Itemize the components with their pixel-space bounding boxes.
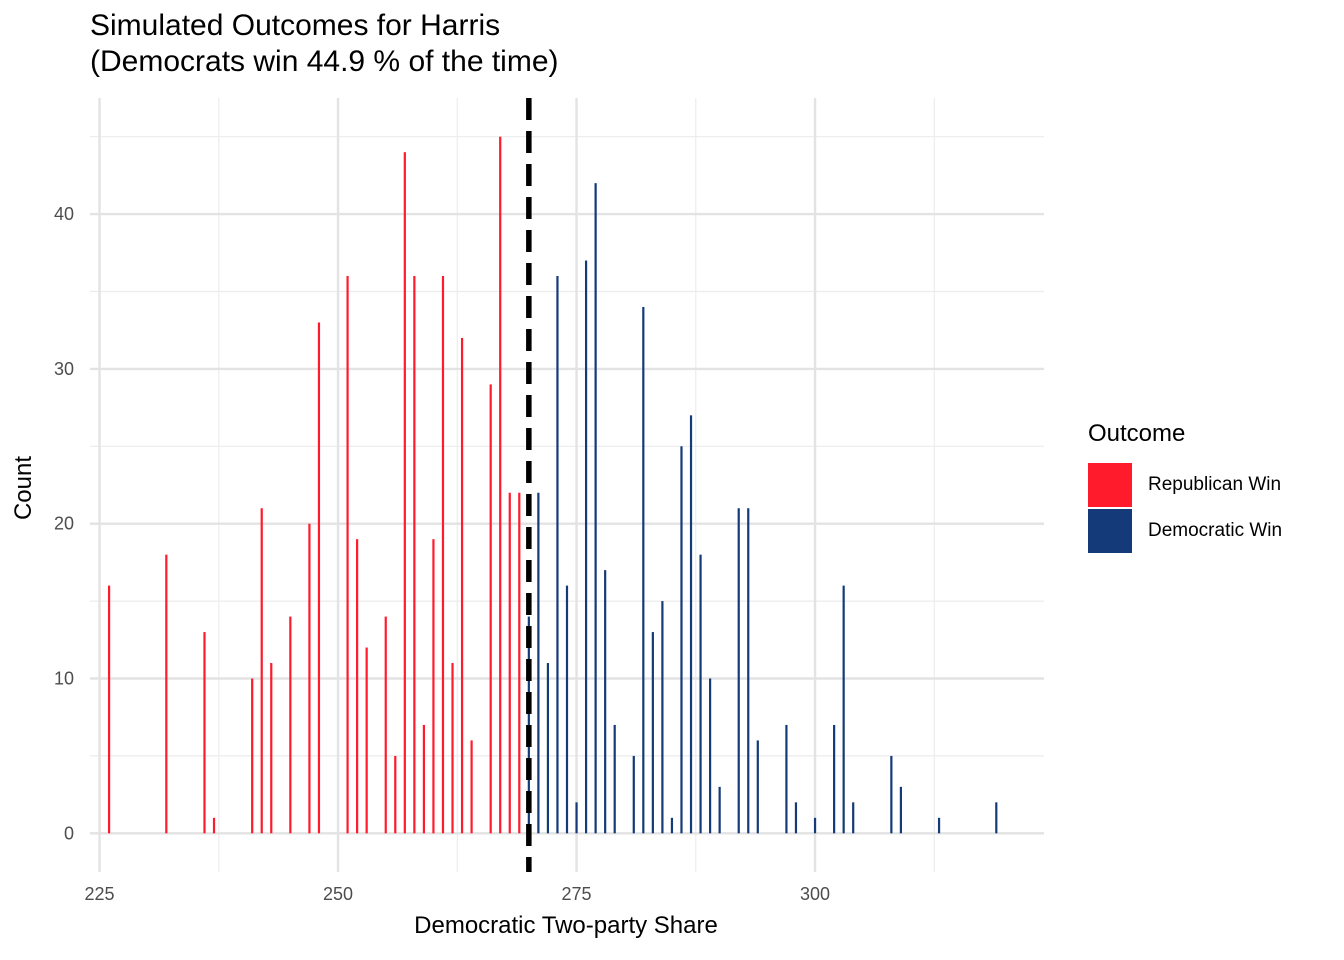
y-axis-ticks: 0 10 20 30 40 bbox=[54, 204, 74, 843]
x-axis-ticks: 225 250 275 300 bbox=[85, 884, 831, 904]
republican-bar bbox=[470, 740, 473, 834]
chart-title-block: Simulated Outcomes for Harris (Democrats… bbox=[90, 8, 559, 80]
democratic-bar bbox=[899, 786, 902, 834]
democratic-bar bbox=[613, 724, 616, 834]
democratic-bar bbox=[842, 585, 845, 834]
democratic-bar bbox=[527, 616, 530, 834]
republican-bar bbox=[413, 276, 416, 834]
republican-bar bbox=[107, 585, 111, 834]
republican-bar bbox=[270, 663, 273, 834]
democratic-bar bbox=[537, 492, 540, 834]
republican-bar bbox=[489, 384, 492, 834]
democratic-bar bbox=[594, 183, 597, 834]
democratic-bar bbox=[604, 570, 607, 834]
y-axis-label: Count bbox=[10, 455, 37, 521]
democratic-bar bbox=[642, 306, 645, 834]
republican-bar bbox=[451, 663, 454, 834]
republican-bar bbox=[518, 492, 521, 834]
democratic-bar bbox=[699, 554, 702, 834]
republican-bar bbox=[508, 492, 511, 834]
legend-label-republican: Republican Win bbox=[1148, 474, 1282, 495]
x-tick-label: 250 bbox=[323, 884, 353, 904]
republican-bar bbox=[441, 276, 445, 834]
democratic-bar bbox=[833, 724, 836, 834]
democratic-bar bbox=[785, 724, 788, 834]
y-tick-label: 10 bbox=[54, 669, 74, 689]
republican-bar bbox=[260, 508, 263, 834]
democratic-bar bbox=[747, 508, 750, 834]
democratic-bar bbox=[680, 446, 683, 834]
democratic-bar bbox=[852, 802, 855, 834]
democratic-bar bbox=[661, 601, 664, 834]
democratic-bar bbox=[632, 755, 635, 834]
republican-bar bbox=[203, 632, 206, 834]
democratic-bar bbox=[718, 786, 721, 834]
x-tick-label: 225 bbox=[85, 884, 115, 904]
y-tick-label: 40 bbox=[54, 204, 74, 224]
republican-bar bbox=[403, 152, 406, 834]
democratic-bar bbox=[737, 508, 740, 834]
republican-bar bbox=[422, 724, 425, 834]
democratic-bar bbox=[546, 663, 550, 834]
democratic-bar bbox=[937, 817, 941, 834]
democratic-bar bbox=[890, 755, 893, 834]
republican-bar bbox=[308, 523, 311, 834]
democratic-bar bbox=[556, 276, 559, 834]
democratic-bar bbox=[575, 802, 578, 834]
legend-label-democratic: Democratic Win bbox=[1148, 520, 1283, 541]
x-axis-label: Democratic Two-party Share bbox=[414, 912, 718, 939]
republican-bar bbox=[346, 276, 349, 834]
legend-swatch-democratic bbox=[1088, 509, 1132, 553]
republican-bar bbox=[384, 616, 387, 834]
democratic-bar bbox=[565, 585, 569, 834]
republican-bar bbox=[165, 554, 168, 834]
legend-swatch-republican bbox=[1088, 463, 1132, 507]
republican-bar bbox=[432, 539, 435, 834]
y-tick-label: 30 bbox=[54, 359, 74, 379]
legend: Outcome Republican Win Democratic Win bbox=[1088, 420, 1282, 554]
legend-item-democratic: Democratic Win bbox=[1088, 508, 1282, 554]
republican-bar bbox=[317, 322, 321, 834]
republican-bar bbox=[212, 817, 216, 834]
republican-bar bbox=[289, 616, 292, 834]
republican-bar bbox=[499, 136, 502, 834]
republican-bar bbox=[365, 647, 368, 834]
x-tick-label: 300 bbox=[800, 884, 830, 904]
chart-subtitle: (Democrats win 44.9 % of the time) bbox=[90, 45, 559, 78]
y-tick-label: 0 bbox=[64, 823, 74, 843]
legend-item-republican: Republican Win bbox=[1088, 462, 1282, 508]
democratic-bar bbox=[709, 678, 712, 834]
republican-bar bbox=[460, 337, 464, 834]
legend-title: Outcome bbox=[1088, 420, 1186, 447]
republican-bar bbox=[394, 755, 397, 834]
chart-title: Simulated Outcomes for Harris bbox=[90, 9, 501, 42]
republican-bar bbox=[356, 539, 359, 834]
x-tick-label: 275 bbox=[562, 884, 592, 904]
y-tick-label: 20 bbox=[54, 514, 74, 534]
democratic-bar bbox=[689, 415, 693, 834]
democratic-bar bbox=[670, 817, 674, 834]
democratic-bar bbox=[794, 802, 798, 834]
democratic-bar bbox=[651, 632, 654, 834]
democratic-bar bbox=[756, 740, 759, 834]
democratic-bar bbox=[584, 260, 588, 834]
republican-bar bbox=[251, 678, 254, 834]
bars bbox=[107, 136, 998, 834]
democratic-bar bbox=[813, 817, 817, 834]
democratic-bar bbox=[995, 802, 998, 834]
